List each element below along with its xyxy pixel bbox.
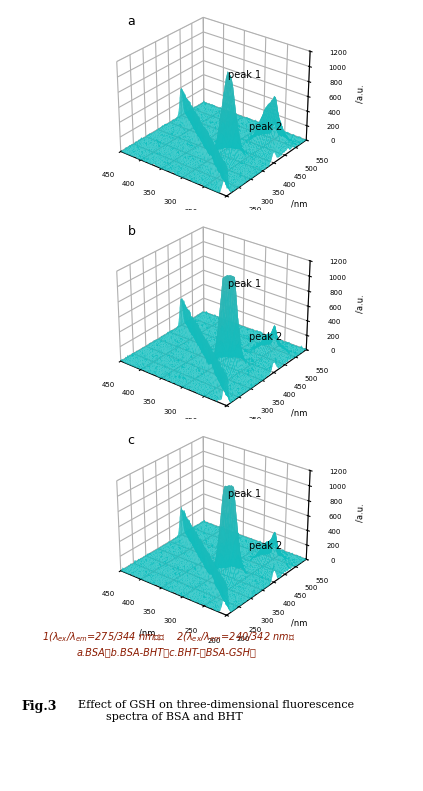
Text: a.BSA；b.BSA-BHT；c.BHT-（BSA-GSH）: a.BSA；b.BSA-BHT；c.BHT-（BSA-GSH） <box>76 648 256 657</box>
X-axis label: /nm: /nm <box>139 419 156 428</box>
Text: peak 1: peak 1 <box>228 489 261 499</box>
Text: Effect of GSH on three-dimensional fluorescence
        spectra of BSA and BHT: Effect of GSH on three-dimensional fluor… <box>78 700 354 721</box>
Y-axis label: /nm: /nm <box>291 409 307 418</box>
Text: Fig.3: Fig.3 <box>21 700 57 713</box>
Text: 1($\lambda_{ex}$/$\lambda_{em}$=275/344 nm）；    2($\lambda_{ex}$/$\lambda_{em}$=: 1($\lambda_{ex}$/$\lambda_{em}$=275/344 … <box>42 630 295 644</box>
Y-axis label: /nm: /nm <box>291 619 307 627</box>
X-axis label: /nm: /nm <box>139 210 156 218</box>
Text: peak 2: peak 2 <box>249 122 283 132</box>
Text: peak 2: peak 2 <box>249 331 283 342</box>
Text: peak 2: peak 2 <box>249 541 283 551</box>
X-axis label: /nm: /nm <box>139 629 156 638</box>
Text: a: a <box>128 15 135 28</box>
Text: c: c <box>128 434 135 448</box>
Text: b: b <box>128 225 135 238</box>
Text: peak 1: peak 1 <box>228 279 261 290</box>
Text: peak 1: peak 1 <box>228 70 261 80</box>
Y-axis label: /nm: /nm <box>291 199 307 208</box>
